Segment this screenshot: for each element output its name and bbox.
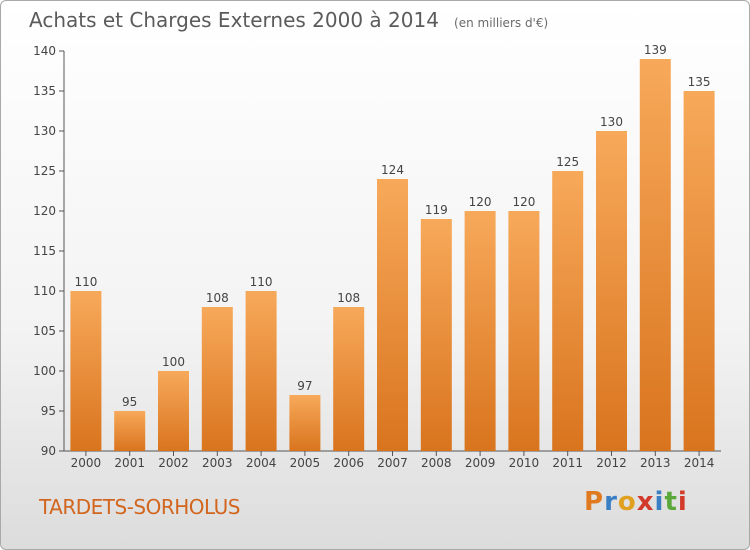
y-tick-label: 105 [33,324,56,338]
data-label-2013: 139 [644,43,667,57]
bar-2010 [508,211,540,451]
x-tick-label-2013: 2013 [640,456,671,470]
data-label-2008: 119 [425,203,448,217]
proxiti-logo: Proxiti [584,487,688,517]
y-tick-label: 115 [33,244,56,258]
bar-2006 [333,307,365,451]
bar-2009 [464,211,496,451]
bar-2000 [70,291,102,451]
bar-2008 [420,219,452,451]
place-name: TARDETS-SORHOLUS [39,495,241,519]
brand-letter: i [677,487,688,517]
x-tick-label-2011: 2011 [552,456,583,470]
bar-2007 [377,179,408,451]
data-label-2007: 124 [381,163,404,177]
bar-2003 [201,307,233,451]
x-tick-label-2012: 2012 [596,456,627,470]
bar-2014 [683,91,715,451]
bar-2002 [158,371,189,451]
chart-header: Achats et Charges Externes 2000 à 2014 (… [29,8,548,32]
bar-2013 [639,59,671,451]
y-tick-label: 140 [33,44,56,58]
x-tick-label-2006: 2006 [333,456,364,470]
data-label-2005: 97 [297,379,312,393]
data-label-2004: 110 [250,275,273,289]
x-tick-label-2009: 2009 [465,456,496,470]
bar-2001 [114,411,146,451]
data-label-2006: 108 [337,291,360,305]
brand-letter: i [654,487,665,517]
x-tick-label-2005: 2005 [290,456,321,470]
data-label-2014: 135 [688,75,711,89]
y-tick-label: 135 [33,84,56,98]
brand-letter: P [584,487,605,517]
x-tick-label-2000: 2000 [71,456,102,470]
data-label-2003: 108 [206,291,229,305]
bar-2004 [245,291,277,451]
data-label-2011: 125 [556,155,579,169]
y-tick-label: 130 [33,124,56,138]
data-label-2000: 110 [74,275,97,289]
y-tick-label: 125 [33,164,56,178]
x-tick-label-2004: 2004 [246,456,277,470]
data-label-2009: 120 [469,195,492,209]
y-tick-label: 95 [41,404,56,418]
data-label-2010: 120 [512,195,535,209]
brand-letter: x [636,487,655,517]
x-tick-label-2007: 2007 [377,456,408,470]
brand-letter: r [604,487,618,517]
y-tick-label: 100 [33,364,56,378]
x-tick-label-2008: 2008 [421,456,452,470]
bar-2011 [552,171,584,451]
y-tick-label: 120 [33,204,56,218]
data-label-2002: 100 [162,355,185,369]
chart-title: Achats et Charges Externes 2000 à 2014 [29,8,439,32]
bar-2005 [289,395,321,451]
x-tick-label-2014: 2014 [684,456,715,470]
data-label-2012: 130 [600,115,623,129]
brand-letter: o [617,487,637,517]
x-tick-label-2010: 2010 [509,456,540,470]
brand-letter: t [664,487,678,517]
data-label-2001: 95 [122,395,137,409]
bar-2012 [596,131,627,451]
x-tick-label-2003: 2003 [202,456,233,470]
chart-unit: (en milliers d'€) [454,16,549,30]
y-tick-label: 110 [33,284,56,298]
x-tick-label-2001: 2001 [114,456,145,470]
y-tick-label: 90 [41,444,56,458]
x-tick-label-2002: 2002 [158,456,189,470]
